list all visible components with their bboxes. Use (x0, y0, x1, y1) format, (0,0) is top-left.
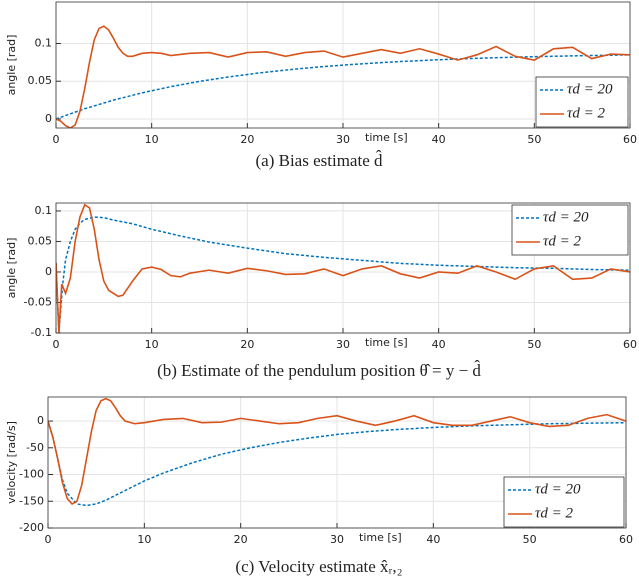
y-tick-label: 0.05 (28, 234, 53, 247)
x-tick-label: 40 (432, 133, 446, 146)
x-tick-label: 60 (623, 133, 637, 146)
x-tick-label: 60 (619, 533, 633, 546)
x-tick-label: 30 (330, 533, 344, 546)
x-tick-label: 0 (45, 533, 52, 546)
x-tick-label: 10 (145, 338, 159, 351)
y-axis-label: angle [rad] (5, 35, 18, 96)
series-line (48, 397, 626, 505)
series-line (48, 420, 626, 507)
y-tick-label: 0 (45, 112, 52, 125)
x-tick-label: 60 (623, 338, 637, 351)
legend-label: τd = 20 (567, 81, 613, 97)
legend-box (511, 204, 629, 256)
x-tick-label: 30 (336, 133, 350, 146)
legend-label: τd = 20 (543, 209, 589, 225)
series-line (56, 25, 630, 128)
legend-label: τd = 2 (567, 105, 605, 121)
x-tick-label: 10 (137, 533, 151, 546)
x-tick-label: 20 (240, 338, 254, 351)
y-tick-label: 0.1 (35, 36, 53, 49)
x-tick-label: 40 (432, 338, 446, 351)
x-tick-label: 40 (426, 533, 440, 546)
x-tick-label: 20 (240, 133, 254, 146)
x-tick-label: 50 (527, 338, 541, 351)
axes-box (47, 396, 627, 529)
y-tick-label: -150 (19, 494, 44, 507)
y-tick-label: -0.05 (24, 295, 52, 308)
x-axis-label: time [s] (359, 531, 402, 544)
x-axis-label: time [s] (365, 336, 408, 349)
x-tick-label: 10 (145, 133, 159, 146)
y-tick-label: -100 (19, 468, 44, 481)
axes-box (55, 1, 631, 129)
x-axis-label: time [s] (365, 131, 408, 144)
y-tick-label: 0 (37, 414, 44, 427)
x-tick-label: 0 (53, 133, 60, 146)
y-axis-label: velocity [rad/s] (5, 421, 18, 504)
y-tick-label: 0.1 (35, 204, 53, 217)
legend-label: τd = 2 (543, 233, 581, 249)
legend-label: τd = 20 (535, 481, 581, 497)
x-tick-label: 50 (527, 133, 541, 146)
y-tick-label: 0.05 (28, 74, 53, 87)
legend-label: τd = 2 (535, 505, 573, 521)
x-tick-label: 0 (53, 338, 60, 351)
x-tick-label: 50 (523, 533, 537, 546)
y-tick-label: -50 (26, 441, 44, 454)
caption: (a) Bias estimate d̂ (256, 150, 383, 170)
y-tick-label: -200 (19, 521, 44, 534)
legend-box (503, 476, 625, 528)
series-line (56, 203, 630, 333)
y-tick-label: 0 (45, 265, 52, 278)
x-tick-label: 20 (234, 533, 248, 546)
caption: (c) Velocity estimate x̂ᵣ,₂ (235, 557, 402, 576)
caption: (b) Estimate of the pendulum position θ̂… (157, 360, 481, 380)
legend-box (535, 76, 629, 128)
y-axis-label: angle [rad] (5, 238, 18, 299)
axes-box (55, 202, 631, 334)
y-tick-label: -0.1 (31, 326, 52, 339)
x-tick-label: 30 (336, 338, 350, 351)
